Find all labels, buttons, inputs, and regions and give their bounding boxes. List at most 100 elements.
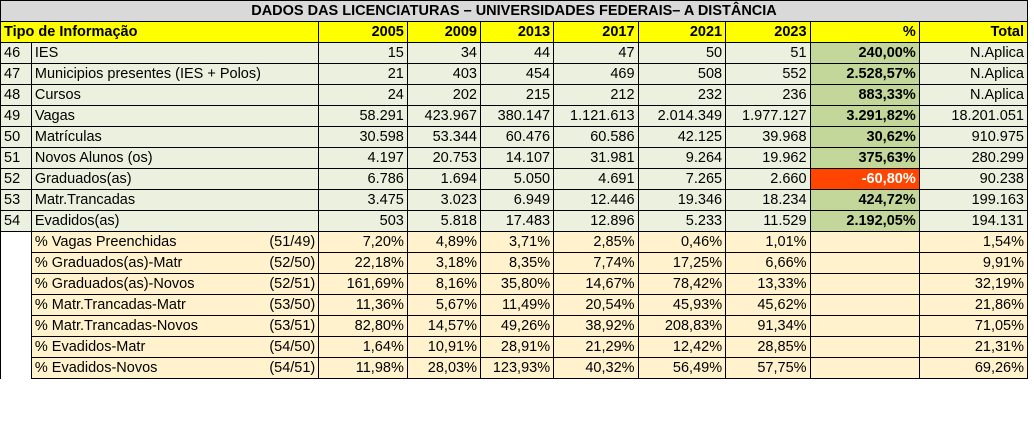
header-year: 2013 <box>479 21 555 43</box>
row-pct: 375,63% <box>809 147 920 169</box>
table-row: 51 Novos Alunos (os) 4.197 20.753 14.107 31.9… <box>0 147 1029 169</box>
ratio-pct-empty <box>809 252 920 274</box>
ratio-value: 12,42% <box>637 336 727 358</box>
row-value: 9.264 <box>637 147 727 169</box>
ratio-spacer <box>0 294 32 316</box>
row-label: Matrículas <box>30 126 320 148</box>
row-value: 552 <box>725 63 811 85</box>
row-id: 47 <box>0 63 32 85</box>
ratio-value: 21,29% <box>553 336 639 358</box>
row-value: 51 <box>725 42 811 64</box>
row-label: Matr.Trancadas <box>30 189 320 211</box>
row-value: 423.967 <box>406 105 481 127</box>
ratio-label-cell: % Graduados(as)-Matr (52/50) <box>30 252 320 274</box>
row-value: 21 <box>318 63 408 85</box>
ratio-label-cell: % Vagas Preenchidas (51/49) <box>30 231 320 253</box>
ratio-ref: (51/49) <box>269 234 316 250</box>
ratio-value: 123,93% <box>479 357 555 379</box>
ratio-value: 38,92% <box>553 315 639 337</box>
ratio-value: 10,91% <box>406 336 481 358</box>
row-value: 50 <box>637 42 727 64</box>
row-value: 60.476 <box>479 126 555 148</box>
ratio-label: % Evadidos-Matr <box>34 339 146 355</box>
row-id: 49 <box>0 105 32 127</box>
ratio-label-wrap: % Evadidos-Matr (54/50) <box>34 338 316 357</box>
ratio-label: % Vagas Preenchidas <box>34 234 177 250</box>
row-total: N.Aplica <box>918 84 1029 106</box>
ratio-value: 49,26% <box>479 315 555 337</box>
ratio-value: 13,33% <box>725 273 811 295</box>
header-pct: % <box>809 21 920 43</box>
ratio-pct-empty <box>809 336 920 358</box>
ratio-ref: (54/51) <box>269 360 316 376</box>
row-value: 60.586 <box>553 126 639 148</box>
ratio-label-wrap: % Evadidos-Novos (54/51) <box>34 359 316 378</box>
ratio-label-wrap: % Graduados(as)-Matr (52/50) <box>34 254 316 273</box>
ratio-value: 40,32% <box>553 357 639 379</box>
ratio-spacer <box>0 315 32 337</box>
row-total: 18.201.051 <box>918 105 1029 127</box>
ratio-spacer <box>0 252 32 274</box>
header-year: 2009 <box>406 21 481 43</box>
ratio-value: 0,46% <box>637 231 727 253</box>
ratio-value: 78,42% <box>637 273 727 295</box>
header-total: Total <box>918 21 1029 43</box>
ratio-label-wrap: % Matr.Trancadas-Novos (53/51) <box>35 317 316 336</box>
table-row: 47 Municipios presentes (IES + Polos) 21 40… <box>0 63 1029 85</box>
ratio-label: % Matr.Trancadas-Matr <box>34 297 186 313</box>
row-value: 5.818 <box>406 210 481 232</box>
row-value: 3.023 <box>406 189 481 211</box>
ratio-value: 45,62% <box>725 294 811 316</box>
row-label: Vagas <box>30 105 320 127</box>
ratio-label: % Evadidos-Novos <box>34 360 158 376</box>
ratio-value: 8,35% <box>479 252 555 274</box>
ratio-total: 32,19% <box>918 273 1029 295</box>
ratio-label-cell: % Matr.Trancadas-Matr (53/50) <box>30 294 320 316</box>
row-value: 18.234 <box>725 189 811 211</box>
row-value: 2.660 <box>725 168 811 190</box>
ratio-ref: (53/51) <box>269 318 316 334</box>
ratio-value: 7,74% <box>553 252 639 274</box>
ratio-value: 1,01% <box>725 231 811 253</box>
row-value: 53.344 <box>406 126 481 148</box>
ratio-value: 5,67% <box>406 294 481 316</box>
ratio-pct-empty <box>809 315 920 337</box>
row-id: 46 <box>0 42 32 64</box>
row-total: 199.163 <box>918 189 1029 211</box>
ratio-value: 8,16% <box>406 273 481 295</box>
table-row: 49 Vagas 58.291 423.967 380.147 1.121.613 2.01… <box>0 105 1029 127</box>
table-row: 48 Cursos 24 202 215 212 232 236 883,33% N.Aplica <box>0 84 1029 106</box>
ratio-ref: (52/50) <box>269 255 316 271</box>
row-id: 50 <box>0 126 32 148</box>
table-row: 52 Graduados(as) 6.786 1.694 5.050 4.691 7.265… <box>0 168 1029 190</box>
ratio-value: 208,83% <box>637 315 727 337</box>
row-total: 194.131 <box>918 210 1029 232</box>
row-total: N.Aplica <box>918 63 1029 85</box>
ratio-ref: (54/50) <box>269 339 316 355</box>
row-pct: 3.291,82% <box>809 105 920 127</box>
row-value: 503 <box>318 210 408 232</box>
row-value: 508 <box>637 63 727 85</box>
row-total: 90.238 <box>918 168 1029 190</box>
ratio-label: % Graduados(as)-Matr <box>34 255 183 271</box>
ratio-pct-empty <box>809 273 920 295</box>
ratio-pct-empty <box>809 357 920 379</box>
table-title: DADOS DAS LICENCIATURAS – UNIVERSIDADES … <box>0 0 1028 22</box>
row-value: 4.691 <box>553 168 639 190</box>
row-value: 19.346 <box>637 189 727 211</box>
ratio-row: % Matr.Trancadas-Matr (53/50) 11,36% 5,67% 1… <box>0 294 1029 316</box>
row-pct: 2.528,57% <box>809 63 920 85</box>
row-total: 280.299 <box>918 147 1029 169</box>
data-table: DADOS DAS LICENCIATURAS – UNIVERSIDADES … <box>0 0 1029 379</box>
ratio-value: 1,64% <box>318 336 408 358</box>
row-value: 1.977.127 <box>725 105 811 127</box>
ratio-spacer <box>0 273 32 295</box>
ratio-value: 28,91% <box>479 336 555 358</box>
ratio-total: 69,26% <box>918 357 1029 379</box>
ratio-pct-empty <box>809 294 920 316</box>
row-value: 12.896 <box>553 210 639 232</box>
ratio-value: 2,85% <box>553 231 639 253</box>
ratio-label-wrap: % Matr.Trancadas-Matr (53/50) <box>34 296 315 315</box>
row-value: 47 <box>553 42 639 64</box>
spreadsheet: DADOS DAS LICENCIATURAS – UNIVERSIDADES … <box>0 0 1029 379</box>
